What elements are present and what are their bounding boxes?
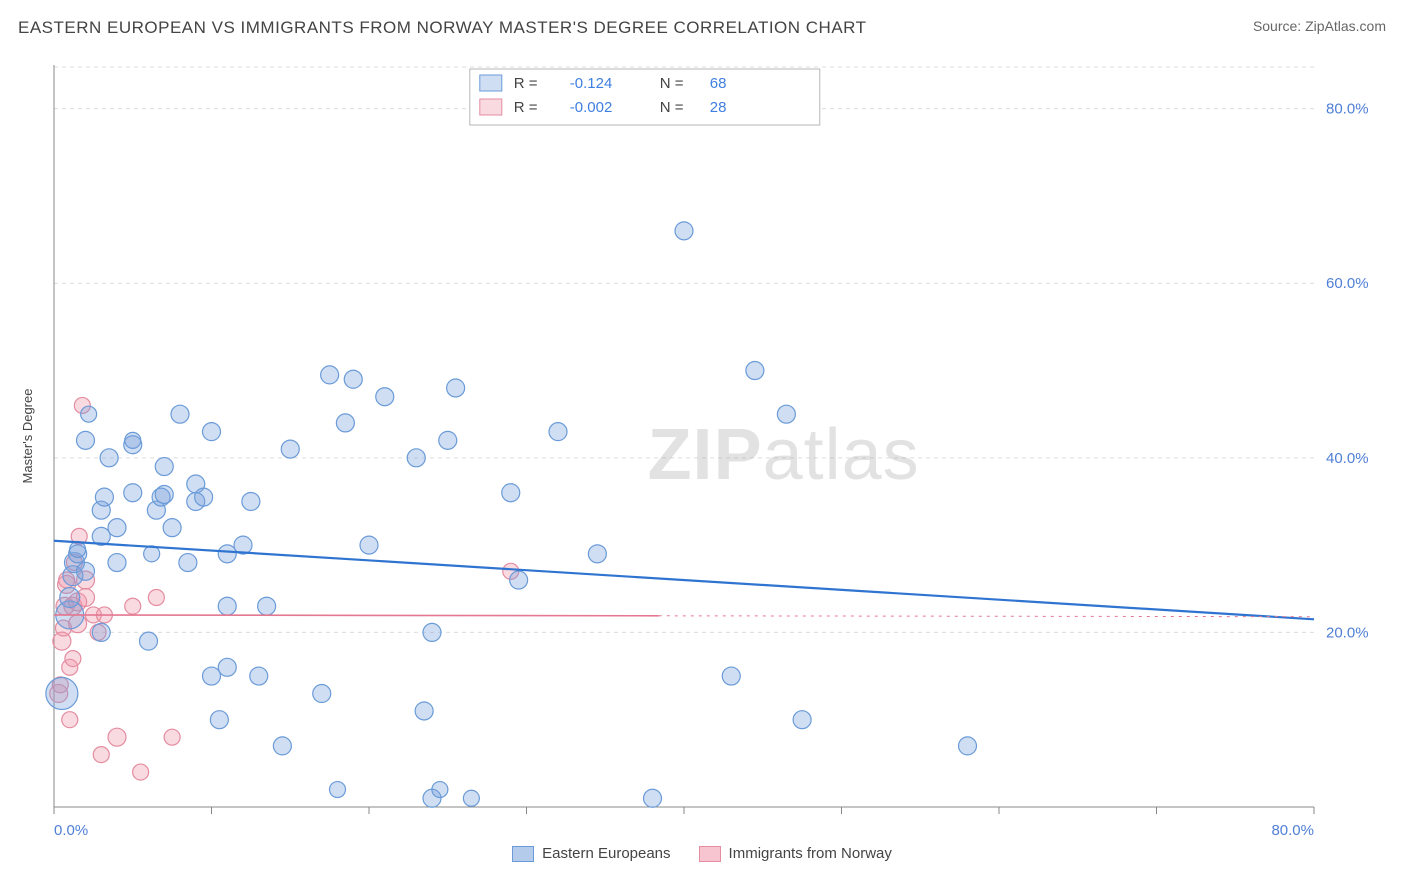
y-tick-label: 60.0% <box>1326 275 1369 292</box>
source-label: Source: ZipAtlas.com <box>1253 18 1386 34</box>
legend-n-value: 28 <box>710 99 727 116</box>
trend-line <box>54 541 1314 620</box>
data-point <box>793 711 811 729</box>
data-point <box>108 728 126 746</box>
trend-line <box>659 616 1314 617</box>
legend-r-value: -0.124 <box>570 75 613 92</box>
legend-r-label: R = <box>514 99 538 116</box>
data-point <box>250 667 268 685</box>
data-point <box>439 431 457 449</box>
data-point <box>675 222 693 240</box>
data-point <box>133 764 149 780</box>
chart-title: EASTERN EUROPEAN VS IMMIGRANTS FROM NORW… <box>18 18 867 38</box>
data-point <box>195 488 213 506</box>
data-point <box>258 597 276 615</box>
legend-item: Immigrants from Norway <box>699 845 892 862</box>
data-point <box>644 789 662 807</box>
legend-swatch <box>699 846 721 862</box>
data-point <box>746 362 764 380</box>
scatter-chart: 20.0% 40.0% 60.0% 80.0% 0.0% 80.0% Master's De… <box>18 55 1384 855</box>
y-axis-label: Master's Degree <box>20 389 35 484</box>
data-point <box>148 589 164 605</box>
data-point <box>62 712 78 728</box>
data-point <box>124 484 142 502</box>
y-tick-label: 20.0% <box>1326 624 1369 641</box>
y-tick-label: 80.0% <box>1326 101 1369 118</box>
data-point <box>510 571 528 589</box>
data-point <box>140 632 158 650</box>
legend-bottom: Eastern Europeans Immigrants from Norway <box>18 845 1386 862</box>
data-point <box>344 370 362 388</box>
data-point <box>163 519 181 537</box>
data-point <box>164 729 180 745</box>
data-point <box>447 379 465 397</box>
data-point <box>407 449 425 467</box>
data-point <box>432 782 448 798</box>
x-tick-label: 80.0% <box>1271 822 1314 839</box>
data-point <box>415 702 433 720</box>
legend-item: Eastern Europeans <box>512 845 670 862</box>
legend-swatch <box>512 846 534 862</box>
data-point <box>46 678 78 710</box>
data-point <box>376 388 394 406</box>
data-point <box>92 623 110 641</box>
data-point <box>242 492 260 510</box>
data-point <box>218 658 236 676</box>
x-tick-label: 0.0% <box>54 822 88 839</box>
data-point <box>203 423 221 441</box>
legend-label: Immigrants from Norway <box>729 845 892 862</box>
legend-r-label: R = <box>514 75 538 92</box>
legend-n-value: 68 <box>710 75 727 92</box>
data-point <box>463 790 479 806</box>
data-point <box>125 432 141 448</box>
data-point <box>360 536 378 554</box>
data-point <box>108 519 126 537</box>
data-point <box>330 782 346 798</box>
trend-line <box>54 615 659 616</box>
legend-label: Eastern Europeans <box>542 845 670 862</box>
y-tick-label: 40.0% <box>1326 450 1369 467</box>
data-point <box>171 405 189 423</box>
data-point <box>722 667 740 685</box>
data-point <box>502 484 520 502</box>
data-point <box>321 366 339 384</box>
data-point <box>125 598 141 614</box>
legend-swatch <box>480 75 502 91</box>
data-point <box>203 667 221 685</box>
data-point <box>100 449 118 467</box>
data-point <box>155 458 173 476</box>
data-point <box>93 747 109 763</box>
data-point <box>210 711 228 729</box>
data-point <box>281 440 299 458</box>
data-point <box>108 554 126 572</box>
data-point <box>95 488 113 506</box>
data-point <box>336 414 354 432</box>
data-point <box>313 685 331 703</box>
data-point <box>81 406 97 422</box>
data-point <box>70 541 86 557</box>
data-point <box>273 737 291 755</box>
legend-n-label: N = <box>660 75 684 92</box>
data-point <box>179 554 197 572</box>
legend-n-label: N = <box>660 99 684 116</box>
data-point <box>77 431 95 449</box>
data-point <box>549 423 567 441</box>
data-point <box>777 405 795 423</box>
data-point <box>77 562 95 580</box>
data-point <box>60 587 80 607</box>
data-point <box>65 651 81 667</box>
data-point <box>959 737 977 755</box>
data-point <box>588 545 606 563</box>
data-point <box>423 623 441 641</box>
data-point <box>218 597 236 615</box>
legend-swatch <box>480 99 502 115</box>
data-point <box>218 545 236 563</box>
legend-r-value: -0.002 <box>570 99 613 116</box>
chart-area: 20.0% 40.0% 60.0% 80.0% 0.0% 80.0% Master's De… <box>18 55 1386 862</box>
data-point <box>155 485 173 503</box>
